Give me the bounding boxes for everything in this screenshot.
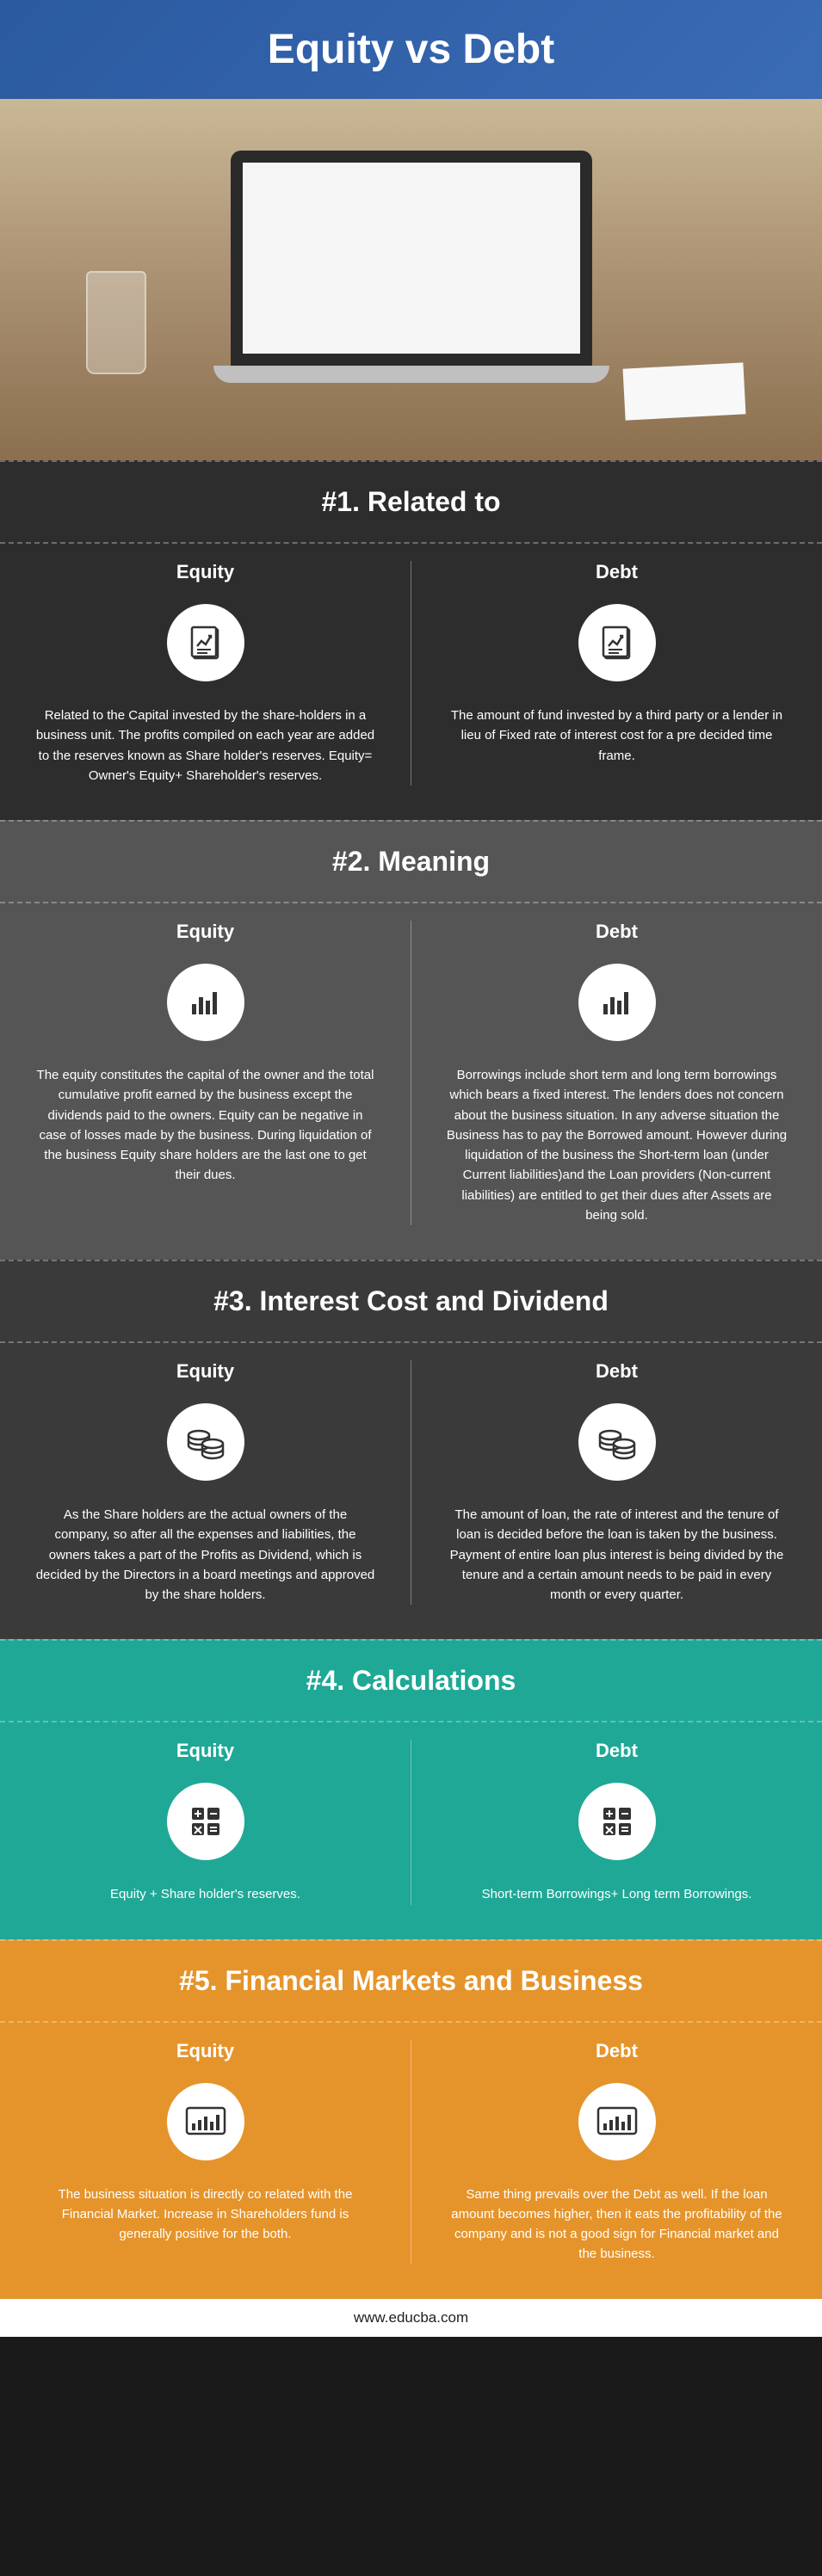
debt-label: Debt: [446, 921, 788, 943]
bar-chart-icon: [167, 964, 244, 1041]
section-heading: #5. Financial Markets and Business: [0, 1939, 822, 2023]
bar-chart-icon: [578, 964, 656, 1041]
debt-description: The amount of loan, the rate of interest…: [446, 1505, 788, 1605]
section-body: Equity The business situation is directly…: [0, 2023, 822, 2299]
hero-image: [0, 99, 822, 460]
section-body: Equity The equity constitutes the capital…: [0, 903, 822, 1260]
section-body: Equity Related to the Capital invested by…: [0, 544, 822, 820]
equity-column: Equity The business situation is directly…: [0, 2040, 411, 2265]
debt-description: Borrowings include short term and long t…: [446, 1065, 788, 1225]
laptop-decoration: [231, 151, 592, 383]
calculator-icon: [578, 1783, 656, 1860]
debt-label: Debt: [446, 2040, 788, 2062]
equity-column: Equity Equity + Share holder's reserves.: [0, 1740, 411, 1904]
debt-column: Debt Same thing prevails over the Debt as…: [411, 2040, 822, 2265]
section-heading: #2. Meaning: [0, 820, 822, 903]
section-3: #3. Interest Cost and Dividend Equity As t…: [0, 1260, 822, 1639]
page-title: Equity vs Debt: [0, 0, 822, 99]
equity-description: The business situation is directly co re…: [34, 2185, 376, 2245]
equity-label: Equity: [34, 921, 376, 943]
equity-description: As the Share holders are the actual owne…: [34, 1505, 376, 1605]
equity-label: Equity: [34, 561, 376, 583]
equity-column: Equity As the Share holders are the actua…: [0, 1360, 411, 1605]
coins-icon: [578, 1403, 656, 1481]
debt-label: Debt: [446, 1360, 788, 1383]
section-body: Equity Equity + Share holder's reserves. D…: [0, 1722, 822, 1938]
equity-label: Equity: [34, 1360, 376, 1383]
coins-icon: [167, 1403, 244, 1481]
equity-description: Related to the Capital invested by the s…: [34, 706, 376, 786]
section-1: #1. Related to Equity Related to the Capit…: [0, 460, 822, 820]
monitor-chart-icon: [167, 2083, 244, 2160]
equity-label: Equity: [34, 1740, 376, 1762]
debt-label: Debt: [446, 561, 788, 583]
section-heading: #1. Related to: [0, 460, 822, 544]
notepad-decoration: [623, 362, 746, 420]
debt-column: Debt Short-term Borrowings+ Long term Bor…: [411, 1740, 822, 1904]
debt-column: Debt The amount of loan, the rate of inte…: [411, 1360, 822, 1605]
debt-label: Debt: [446, 1740, 788, 1762]
doc-chart-icon: [578, 604, 656, 681]
equity-column: Equity Related to the Capital invested by…: [0, 561, 411, 786]
glass-decoration: [86, 271, 146, 374]
equity-description: The equity constitutes the capital of th…: [34, 1065, 376, 1186]
section-heading: #3. Interest Cost and Dividend: [0, 1260, 822, 1343]
section-body: Equity As the Share holders are the actua…: [0, 1343, 822, 1639]
section-5: #5. Financial Markets and Business Equity…: [0, 1939, 822, 2299]
section-2: #2. Meaning Equity The equity constitutes …: [0, 820, 822, 1260]
doc-chart-icon: [167, 604, 244, 681]
section-heading: #4. Calculations: [0, 1639, 822, 1722]
debt-column: Debt The amount of fund invested by a thi…: [411, 561, 822, 786]
section-4: #4. Calculations Equity Equity + Share hol…: [0, 1639, 822, 1938]
footer-text: www.educba.com: [0, 2299, 822, 2337]
equity-description: Equity + Share holder's reserves.: [34, 1884, 376, 1904]
debt-description: Short-term Borrowings+ Long term Borrowi…: [446, 1884, 788, 1904]
calculator-icon: [167, 1783, 244, 1860]
debt-description: The amount of fund invested by a third p…: [446, 706, 788, 766]
equity-label: Equity: [34, 2040, 376, 2062]
debt-description: Same thing prevails over the Debt as wel…: [446, 2185, 788, 2265]
equity-column: Equity The equity constitutes the capital…: [0, 921, 411, 1225]
debt-column: Debt Borrowings include short term and lo…: [411, 921, 822, 1225]
monitor-chart-icon: [578, 2083, 656, 2160]
